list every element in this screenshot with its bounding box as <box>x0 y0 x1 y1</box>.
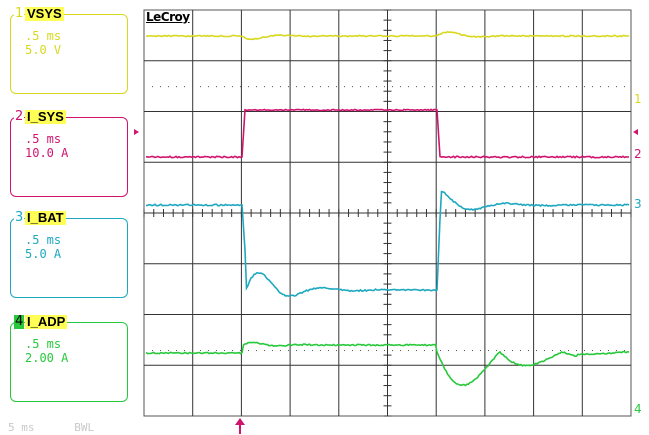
graticule-grid <box>144 10 631 416</box>
marker-ch2: 2 <box>634 147 642 161</box>
marker-ch3: 3 <box>634 197 642 211</box>
brand-logo-text: LeCroy <box>146 10 190 24</box>
trigger-arrow-icon <box>235 418 245 425</box>
bottom-status-text: 5 ms BWL <box>8 421 94 434</box>
ch2-left-level-arrow <box>134 129 139 135</box>
ch2-right-level-arrow <box>633 129 638 135</box>
marker-ch1: 1 <box>634 92 642 106</box>
marker-ch4: 4 <box>634 402 642 416</box>
